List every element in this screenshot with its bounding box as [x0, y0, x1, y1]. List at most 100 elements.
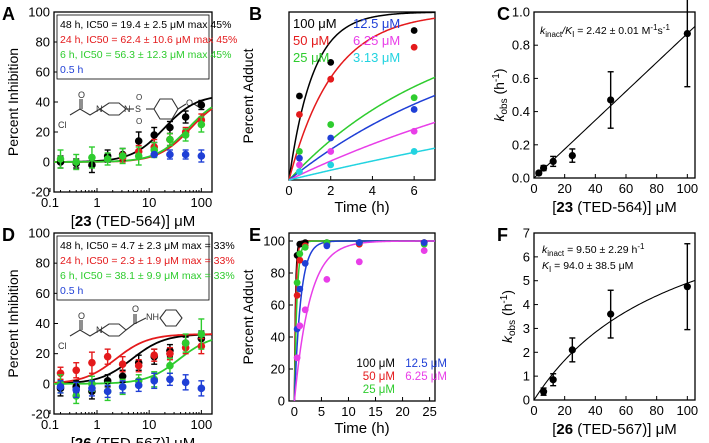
x-tick-label: 0.1 [41, 417, 59, 432]
data-point [296, 92, 303, 100]
data-point [88, 358, 96, 367]
y-tick-label: 20 [36, 346, 50, 361]
data-point [539, 388, 548, 396]
data-point [150, 351, 159, 359]
data-point [296, 250, 304, 258]
y-tick-label: 4 [523, 297, 530, 312]
y-tick-label: 0 [523, 393, 530, 408]
data-point [150, 150, 159, 159]
y-label-sub: obs [507, 320, 518, 336]
y-label-sup: -1 [491, 73, 502, 82]
x-label-pre: [ [71, 435, 76, 443]
annot-val: = 2.42 ± 0.01 M [574, 25, 650, 37]
legend-entry: 6.25 μM [405, 371, 447, 383]
structure-atom: O [78, 90, 85, 100]
x-tick-label: 0.1 [41, 195, 59, 210]
legend-entry: 50 μM [293, 33, 329, 48]
legend-entry: 24 h, IC50 = 2.3 ± 1.9 μM max = 33% [60, 255, 235, 267]
data-point [134, 137, 143, 145]
data-point [296, 154, 303, 162]
data-point [296, 161, 303, 169]
x-label-post: (TED-567)] μM [573, 421, 677, 438]
panel-letter: B [249, 4, 262, 24]
panel-A: A 0.1 1 10 100 -20 0 20 40 60 80 100 Percent Inhibit… [2, 4, 237, 230]
legend-entry: 48 h, IC50 = 4.7 ± 2.3 μM max = 33% [60, 240, 235, 252]
y-axis-label: Percent Inhibition [5, 269, 21, 377]
y-axis-label: Percent Adduct [240, 48, 256, 143]
x-tick-label: 10 [341, 404, 355, 419]
y-label-unit: (h [491, 82, 507, 98]
data-point [72, 366, 81, 375]
data-point [327, 75, 335, 83]
y-tick-label: 0 [278, 394, 285, 409]
data-point [568, 346, 576, 354]
x-tick-label: 1 [93, 195, 100, 210]
data-point [410, 127, 418, 135]
data-point [296, 285, 304, 293]
data-point [197, 152, 206, 160]
y-tick-label: 100 [28, 226, 50, 241]
annot-val: = 9.50 ± 2.29 h [564, 244, 637, 256]
data-point [296, 111, 303, 118]
y-axis-label: Percent Adduct [240, 269, 256, 364]
data-point [56, 155, 65, 163]
x-tick-label: 60 [619, 181, 633, 196]
panel-D: D 0.1 1 10 100 -20 0 20 40 60 80 100 Percent Inhibit… [2, 225, 235, 443]
y-tick-label: 2 [523, 345, 530, 360]
structure-atom: Cl [58, 341, 67, 351]
plot-frame [288, 232, 436, 402]
data-point [301, 244, 309, 251]
data-point [568, 151, 576, 160]
x-tick-label: 6 [411, 183, 418, 198]
y-label-sup: -1 [499, 294, 510, 303]
data-point [181, 113, 190, 121]
data-point [103, 387, 112, 396]
y-tick-label: 7 [523, 226, 530, 241]
structure-bond [177, 103, 187, 110]
structure-atom: N [124, 104, 131, 114]
annot-sub: I [572, 30, 574, 39]
x-label-compound: 26 [75, 435, 92, 443]
y-tick-label: 0.2 [512, 137, 530, 152]
legend-entry: 6 h, IC50 = 56.3 ± 12.3 μM max 45% [60, 49, 231, 61]
x-axis-label: [26 (TED-567)] μM [71, 435, 196, 443]
data-point [197, 120, 206, 129]
structure-ring [153, 98, 179, 120]
data-point [293, 354, 301, 362]
y-tick-label: 100 [28, 5, 50, 20]
fit-curve [288, 76, 436, 181]
x-axis-label: Time (h) [334, 199, 389, 216]
data-point [118, 372, 127, 381]
x-tick-label: 40 [588, 181, 602, 196]
y-tick-label: 3 [523, 321, 530, 336]
data-point [683, 29, 691, 38]
data-point [72, 386, 81, 394]
y-tick-label: -20 [31, 185, 50, 200]
panel-letter: D [2, 225, 15, 245]
x-tick-label: 20 [557, 403, 571, 418]
y-tick-label: 60 [271, 298, 285, 313]
data-point [88, 153, 96, 162]
y-tick-label: 0.8 [512, 38, 530, 53]
annot-sub: I [549, 265, 551, 274]
data-point [56, 383, 65, 391]
structure-bond [69, 108, 101, 116]
y-tick-label: 1 [523, 369, 530, 384]
fit-curve [288, 17, 436, 181]
legend-box [56, 235, 210, 301]
data-point [410, 148, 418, 155]
annot-sup: -1 [637, 242, 645, 251]
structure-atom: O [132, 304, 139, 314]
structure-ring [99, 102, 127, 116]
fit-curve [288, 94, 436, 181]
y-tick-label: 60 [36, 286, 50, 301]
data-point [323, 242, 331, 250]
legend-entry: 3.13 μM [353, 50, 400, 65]
plot-frame [533, 11, 696, 179]
panel-letter: A [2, 4, 15, 24]
data-point [103, 155, 112, 163]
structure-atom: N [96, 104, 103, 114]
x-tick-label: 0 [530, 181, 537, 196]
structure-atom: N [96, 325, 103, 335]
legend-entry: 50 μM [363, 371, 395, 383]
